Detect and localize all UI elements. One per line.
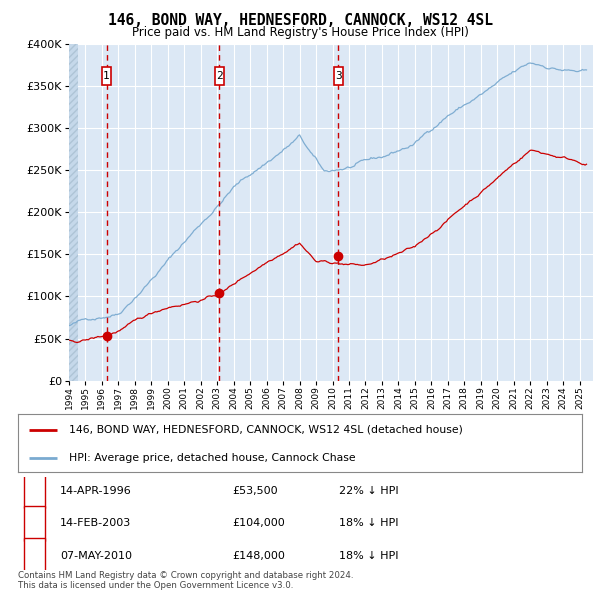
Text: 07-MAY-2010: 07-MAY-2010 xyxy=(60,551,133,561)
Text: 1: 1 xyxy=(31,486,38,496)
Text: 1: 1 xyxy=(103,71,110,81)
Text: Price paid vs. HM Land Registry's House Price Index (HPI): Price paid vs. HM Land Registry's House … xyxy=(131,26,469,39)
Text: 146, BOND WAY, HEDNESFORD, CANNOCK, WS12 4SL: 146, BOND WAY, HEDNESFORD, CANNOCK, WS12… xyxy=(107,13,493,28)
Text: 14-APR-1996: 14-APR-1996 xyxy=(60,486,132,496)
Text: 18% ↓ HPI: 18% ↓ HPI xyxy=(340,551,399,561)
FancyBboxPatch shape xyxy=(23,473,45,509)
Text: 2: 2 xyxy=(216,71,223,81)
Text: £53,500: £53,500 xyxy=(232,486,278,496)
Text: 146, BOND WAY, HEDNESFORD, CANNOCK, WS12 4SL (detached house): 146, BOND WAY, HEDNESFORD, CANNOCK, WS12… xyxy=(69,425,463,435)
Text: 14-FEB-2003: 14-FEB-2003 xyxy=(60,519,131,528)
Text: 22% ↓ HPI: 22% ↓ HPI xyxy=(340,486,399,496)
Text: 3: 3 xyxy=(31,551,38,561)
Bar xyxy=(69,44,78,381)
Bar xyxy=(102,67,111,86)
Bar xyxy=(215,67,224,86)
FancyBboxPatch shape xyxy=(23,506,45,541)
Text: 18% ↓ HPI: 18% ↓ HPI xyxy=(340,519,399,528)
Text: HPI: Average price, detached house, Cannock Chase: HPI: Average price, detached house, Cann… xyxy=(69,453,355,463)
Text: 3: 3 xyxy=(335,71,341,81)
Bar xyxy=(334,67,343,86)
Text: This data is licensed under the Open Government Licence v3.0.: This data is licensed under the Open Gov… xyxy=(18,581,293,589)
FancyBboxPatch shape xyxy=(23,538,45,573)
Text: Contains HM Land Registry data © Crown copyright and database right 2024.: Contains HM Land Registry data © Crown c… xyxy=(18,571,353,579)
Text: 2: 2 xyxy=(31,519,38,528)
Text: £104,000: £104,000 xyxy=(232,519,285,528)
Text: £148,000: £148,000 xyxy=(232,551,285,561)
